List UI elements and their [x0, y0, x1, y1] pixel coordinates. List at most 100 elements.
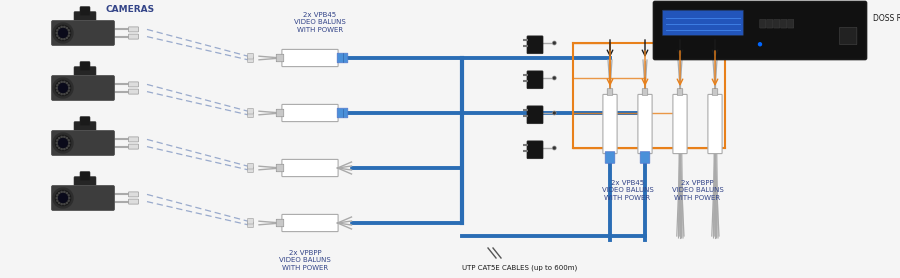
FancyBboxPatch shape [80, 116, 90, 126]
Circle shape [68, 85, 69, 86]
Circle shape [61, 26, 62, 28]
Text: 2x VPB45
VIDEO BALUNS
WITH POWER: 2x VPB45 VIDEO BALUNS WITH POWER [294, 12, 346, 33]
FancyBboxPatch shape [608, 89, 613, 95]
FancyBboxPatch shape [527, 106, 543, 124]
FancyBboxPatch shape [51, 21, 114, 46]
Circle shape [58, 28, 59, 29]
FancyBboxPatch shape [74, 12, 96, 24]
Circle shape [57, 35, 58, 36]
Circle shape [554, 42, 555, 44]
FancyBboxPatch shape [248, 219, 253, 224]
Circle shape [61, 81, 62, 83]
FancyBboxPatch shape [712, 89, 718, 95]
Circle shape [64, 93, 65, 95]
Circle shape [554, 147, 555, 149]
Circle shape [67, 193, 68, 194]
FancyBboxPatch shape [129, 144, 139, 149]
FancyBboxPatch shape [74, 67, 96, 79]
Circle shape [58, 193, 68, 202]
FancyBboxPatch shape [774, 19, 779, 28]
Circle shape [57, 145, 58, 146]
FancyBboxPatch shape [527, 36, 543, 54]
FancyBboxPatch shape [673, 95, 687, 154]
Circle shape [58, 138, 59, 139]
Circle shape [58, 84, 68, 92]
FancyBboxPatch shape [51, 130, 114, 155]
Circle shape [56, 33, 58, 34]
Circle shape [56, 135, 70, 151]
Circle shape [57, 195, 58, 196]
Circle shape [553, 111, 556, 115]
Circle shape [67, 83, 68, 84]
Circle shape [56, 190, 70, 206]
Circle shape [57, 90, 58, 91]
Circle shape [67, 138, 68, 139]
FancyBboxPatch shape [760, 19, 766, 28]
FancyBboxPatch shape [129, 89, 139, 94]
Circle shape [56, 197, 58, 198]
FancyBboxPatch shape [638, 95, 652, 154]
Circle shape [58, 83, 59, 84]
Text: DOSS RPDVR4CH: DOSS RPDVR4CH [873, 14, 900, 23]
Circle shape [68, 30, 69, 31]
Circle shape [53, 78, 73, 98]
Circle shape [56, 87, 58, 89]
Circle shape [61, 203, 62, 205]
Circle shape [58, 29, 68, 38]
FancyBboxPatch shape [282, 49, 338, 67]
Circle shape [53, 23, 73, 43]
Circle shape [61, 191, 62, 193]
Circle shape [68, 142, 70, 144]
FancyBboxPatch shape [248, 222, 253, 228]
Circle shape [64, 81, 65, 83]
FancyBboxPatch shape [74, 121, 96, 134]
FancyBboxPatch shape [840, 28, 857, 44]
Circle shape [56, 80, 70, 96]
Circle shape [67, 147, 68, 148]
Text: UTP CAT5E CABLES (up to 600m): UTP CAT5E CABLES (up to 600m) [463, 265, 578, 271]
FancyBboxPatch shape [51, 185, 114, 210]
FancyBboxPatch shape [248, 167, 253, 173]
FancyBboxPatch shape [643, 89, 648, 95]
FancyBboxPatch shape [603, 95, 617, 154]
FancyBboxPatch shape [248, 108, 253, 114]
Circle shape [58, 202, 59, 203]
FancyBboxPatch shape [80, 62, 90, 71]
Circle shape [57, 200, 58, 201]
Circle shape [68, 90, 69, 91]
FancyBboxPatch shape [276, 54, 284, 62]
FancyBboxPatch shape [129, 34, 139, 39]
FancyBboxPatch shape [640, 152, 650, 163]
Circle shape [64, 191, 65, 193]
Circle shape [53, 188, 73, 208]
FancyBboxPatch shape [248, 57, 253, 63]
Circle shape [57, 140, 58, 141]
FancyBboxPatch shape [527, 71, 543, 89]
Text: 2x VPBPP
VIDEO BALUNS
WITH POWER: 2x VPBPP VIDEO BALUNS WITH POWER [279, 250, 331, 271]
FancyBboxPatch shape [338, 53, 347, 63]
Circle shape [68, 87, 70, 89]
Text: CAMERAS: CAMERAS [105, 6, 155, 14]
Circle shape [64, 136, 65, 138]
FancyBboxPatch shape [527, 141, 543, 159]
Circle shape [56, 25, 70, 41]
Circle shape [68, 35, 69, 36]
FancyBboxPatch shape [248, 112, 253, 118]
FancyBboxPatch shape [80, 172, 90, 181]
FancyBboxPatch shape [248, 163, 253, 169]
Circle shape [64, 26, 65, 28]
FancyBboxPatch shape [129, 192, 139, 197]
FancyBboxPatch shape [780, 19, 787, 28]
Circle shape [68, 200, 69, 201]
Circle shape [67, 202, 68, 203]
FancyBboxPatch shape [80, 7, 90, 16]
FancyBboxPatch shape [788, 19, 794, 28]
FancyBboxPatch shape [767, 19, 773, 28]
Circle shape [57, 30, 58, 31]
Circle shape [554, 77, 555, 79]
FancyBboxPatch shape [129, 199, 139, 204]
Circle shape [64, 203, 65, 205]
Circle shape [68, 195, 69, 196]
FancyBboxPatch shape [74, 177, 96, 188]
Circle shape [68, 33, 70, 34]
